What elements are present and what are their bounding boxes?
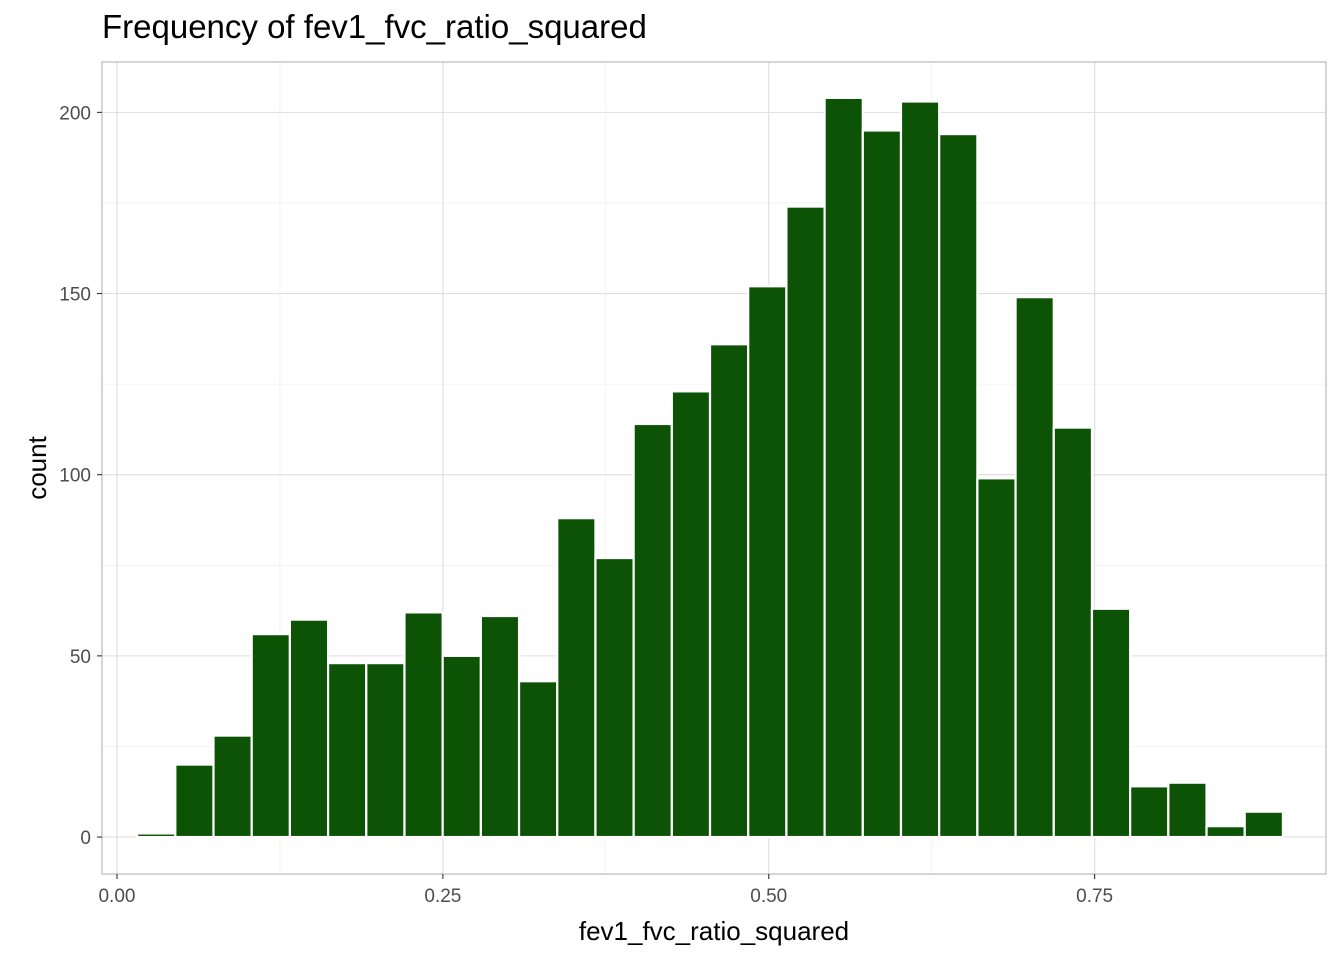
- histogram-bar: [976, 477, 1017, 839]
- y-axis-title: count: [22, 435, 52, 499]
- x-tick-label: 0.50: [750, 886, 787, 907]
- histogram-bar: [441, 654, 482, 839]
- histogram-bar: [212, 734, 253, 839]
- x-axis-ticks: 0.00 0.25 0.50 0.75: [98, 874, 1113, 907]
- x-axis-title: fev1_fvc_ratio_squared: [579, 916, 849, 946]
- bars: [136, 96, 1285, 839]
- histogram-bar: [403, 611, 444, 839]
- histogram-bar: [1129, 785, 1170, 839]
- histogram-bar: [1205, 825, 1246, 839]
- x-tick-label: 0.25: [424, 886, 461, 907]
- histogram-bar: [174, 763, 215, 839]
- y-tick-label: 50: [70, 647, 91, 668]
- histogram-bar: [1167, 781, 1208, 839]
- histogram-bar: [250, 633, 292, 839]
- histogram-bar: [1090, 607, 1132, 839]
- histogram-bar: [1014, 296, 1055, 839]
- chart-title: Frequency of fev1_fvc_ratio_squared: [102, 8, 647, 45]
- y-tick-label: 200: [59, 103, 91, 124]
- histogram-bar: [365, 662, 406, 839]
- y-tick-label: 100: [59, 466, 91, 487]
- histogram-bar: [861, 129, 903, 839]
- histogram-bar: [136, 832, 177, 839]
- histogram-bar: [326, 662, 368, 839]
- y-axis-ticks: 0 50 100 150 200: [59, 103, 102, 849]
- histogram-bar: [670, 390, 712, 839]
- x-tick-label: 0.75: [1076, 886, 1113, 907]
- histogram-bar: [708, 343, 750, 839]
- histogram-bar: [479, 614, 521, 839]
- histogram-bar: [899, 100, 941, 839]
- histogram-bar: [288, 618, 330, 839]
- histogram-bar: [1243, 810, 1285, 839]
- histogram-bar: [632, 422, 673, 839]
- y-tick-label: 150: [59, 285, 91, 306]
- histogram-bar: [1052, 426, 1094, 839]
- histogram-bar: [785, 205, 826, 839]
- histogram-bar: [556, 517, 597, 839]
- histogram-bar: [594, 556, 635, 839]
- histogram-bar: [823, 96, 864, 839]
- panel-border: [101, 61, 1327, 875]
- histogram-bar: [517, 680, 559, 839]
- histogram-bar: [938, 133, 979, 839]
- x-tick-label: 0.00: [98, 886, 135, 907]
- histogram-bar: [747, 285, 788, 839]
- y-tick-label: 0: [80, 828, 91, 849]
